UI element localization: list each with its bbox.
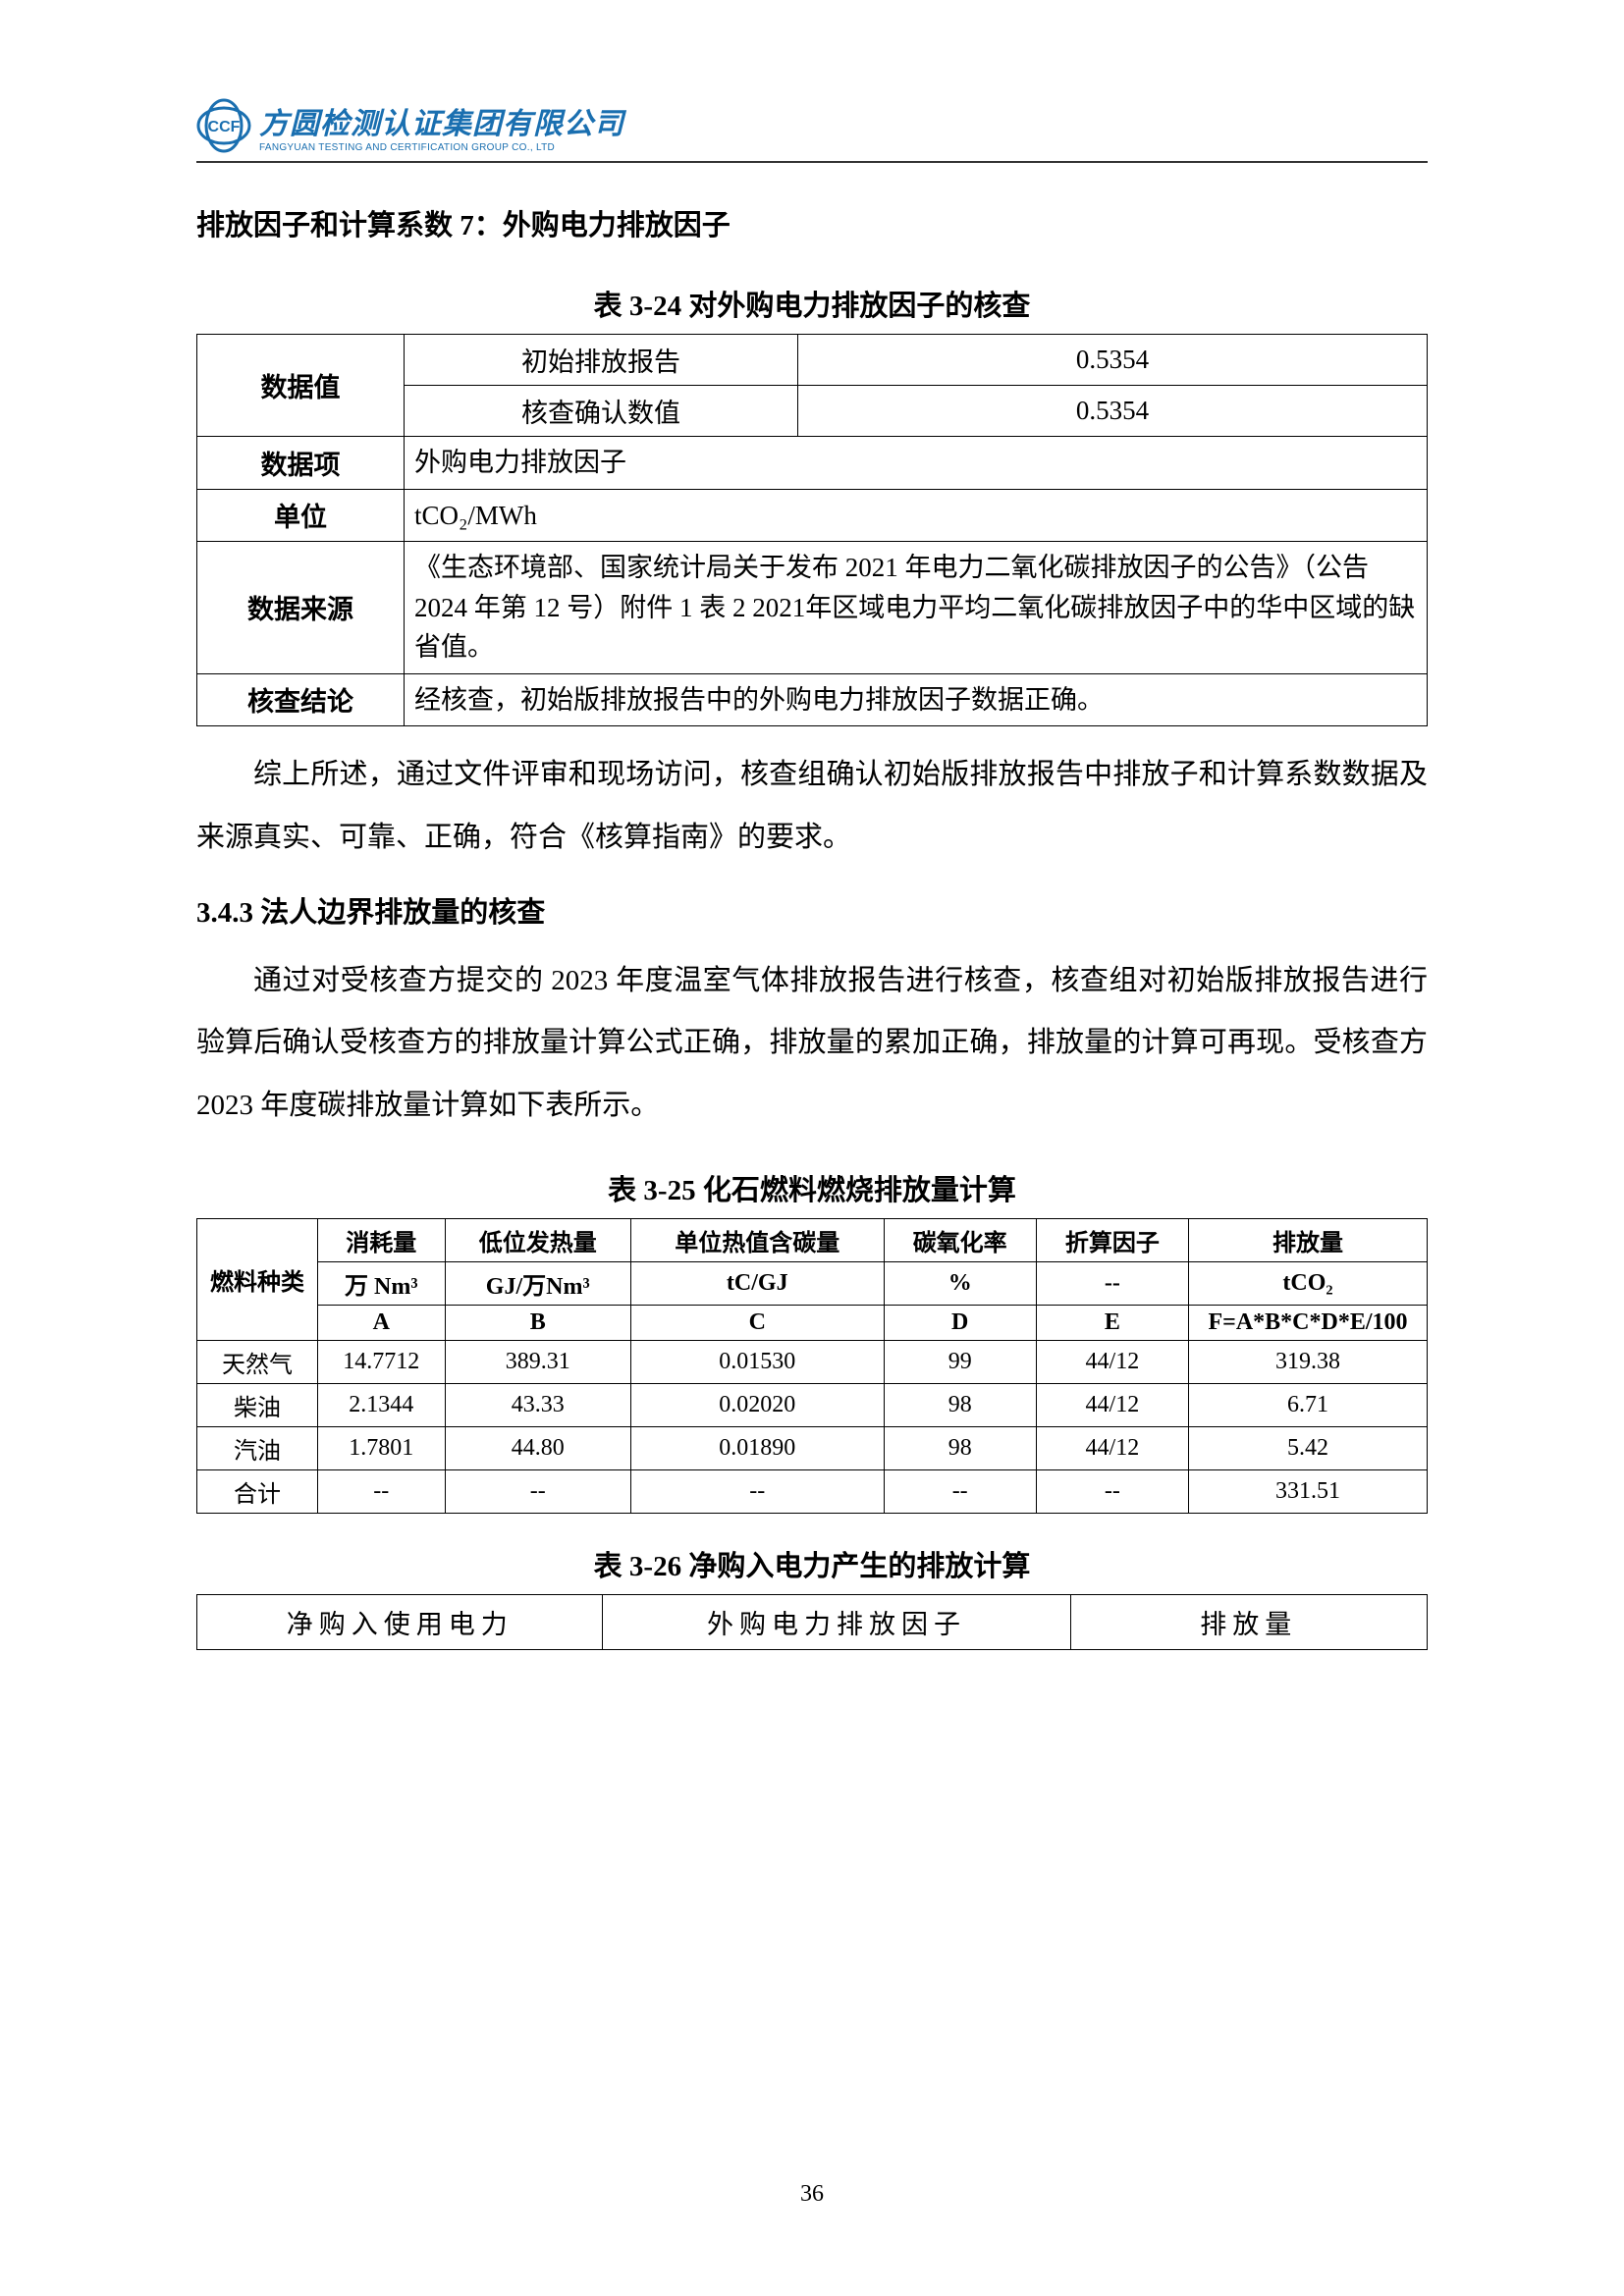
t325-cell: 1.7801 [318, 1426, 446, 1469]
t324-unit-label: 单位 [197, 489, 405, 542]
t325-u-emit: tCO₂ [1189, 1261, 1428, 1305]
table-3-25-caption: 表 3-25 化石燃料燃烧排放量计算 [196, 1167, 1428, 1208]
t325-cell: 合计 [197, 1469, 318, 1513]
t325-sym-e: E [1036, 1305, 1188, 1340]
t325-u-ox: % [884, 1261, 1036, 1305]
table-3-26-caption: 表 3-26 净购入电力产生的排放计算 [196, 1543, 1428, 1584]
t325-hdr-cons: 消耗量 [318, 1218, 446, 1261]
t324-initial-report-label: 初始排放报告 [405, 335, 798, 386]
t324-data-value-label: 数据值 [197, 335, 405, 437]
t325-cell: -- [630, 1469, 884, 1513]
t325-cell: 5.42 [1189, 1426, 1428, 1469]
t326-c1: 净购入使用电力 [197, 1594, 603, 1649]
t325-cell: 43.33 [445, 1383, 630, 1426]
t325-cell: 6.71 [1189, 1383, 1428, 1426]
t324-conclusion-label: 核查结论 [197, 673, 405, 726]
t325-cell: 389.31 [445, 1340, 630, 1383]
t325-cell: 319.38 [1189, 1340, 1428, 1383]
table-3-24: 数据值 初始排放报告 0.5354 核查确认数值 0.5354 数据项 外购电力… [196, 334, 1428, 726]
logo-en-text: FANGYUAN TESTING AND CERTIFICATION GROUP… [259, 142, 624, 153]
t325-hdr-ncv: 低位发热量 [445, 1218, 630, 1261]
company-logo: CCF 方圆检测认证集团有限公司 FANGYUAN TESTING AND CE… [196, 98, 1428, 153]
t325-cell: 2.1344 [318, 1383, 446, 1426]
t325-cell: 44/12 [1036, 1426, 1188, 1469]
t325-cell: 44.80 [445, 1426, 630, 1469]
header-divider [196, 161, 1428, 163]
t325-cell: 98 [884, 1383, 1036, 1426]
t325-hdr-ox: 碳氧化率 [884, 1218, 1036, 1261]
t325-cell: 柴油 [197, 1383, 318, 1426]
t325-sym-a: A [318, 1305, 446, 1340]
t326-c2: 外购电力排放因子 [603, 1594, 1070, 1649]
t325-cell: 44/12 [1036, 1340, 1188, 1383]
t325-cell: 0.01530 [630, 1340, 884, 1383]
subheading-3-4-3: 3.4.3 法人边界排放量的核查 [196, 889, 1428, 931]
paragraph-summary: 综上所述，通过文件评审和现场访问，核查组确认初始版排放报告中排放子和计算系数数据… [196, 744, 1428, 870]
t324-initial-report-value: 0.5354 [798, 335, 1428, 386]
t325-cell: 98 [884, 1426, 1036, 1469]
t325-cell: 331.51 [1189, 1469, 1428, 1513]
t325-cell: 14.7712 [318, 1340, 446, 1383]
t326-c3: 排放量 [1070, 1594, 1427, 1649]
t325-hdr-fuel: 燃料种类 [197, 1218, 318, 1340]
t325-hdr-conv: 折算因子 [1036, 1218, 1188, 1261]
t324-item-body: 外购电力排放因子 [405, 437, 1428, 490]
t325-cell: 0.02020 [630, 1383, 884, 1426]
t325-sym-f: F=A*B*C*D*E/100 [1189, 1305, 1428, 1340]
t325-u-carbon: tC/GJ [630, 1261, 884, 1305]
table-3-26: 净购入使用电力 外购电力排放因子 排放量 [196, 1594, 1428, 1650]
t325-u-cons: 万 Nm³ [318, 1261, 446, 1305]
logo-icon: CCF [196, 98, 251, 153]
t325-u-conv: -- [1036, 1261, 1188, 1305]
t324-item-label: 数据项 [197, 437, 405, 490]
t325-cell: -- [884, 1469, 1036, 1513]
svg-text:CCF: CCF [208, 119, 241, 135]
t325-cell: -- [318, 1469, 446, 1513]
table-3-24-caption: 表 3-24 对外购电力排放因子的核查 [196, 283, 1428, 324]
t325-cell: 44/12 [1036, 1383, 1188, 1426]
t325-cell: 0.01890 [630, 1426, 884, 1469]
t325-hdr-carbon: 单位热值含碳量 [630, 1218, 884, 1261]
t324-verified-value: 0.5354 [798, 386, 1428, 437]
t325-cell: -- [445, 1469, 630, 1513]
table-3-25: 燃料种类 消耗量 低位发热量 单位热值含碳量 碳氧化率 折算因子 排放量 万 N… [196, 1218, 1428, 1514]
t324-unit-body: tCO₂/MWh [405, 489, 1428, 542]
t325-cell: 汽油 [197, 1426, 318, 1469]
t325-sym-d: D [884, 1305, 1036, 1340]
t325-hdr-emit: 排放量 [1189, 1218, 1428, 1261]
section-heading-7: 排放因子和计算系数 7：外购电力排放因子 [196, 202, 1428, 243]
t325-cell: -- [1036, 1469, 1188, 1513]
t325-u-ncv: GJ/万Nm³ [445, 1261, 630, 1305]
t325-sym-c: C [630, 1305, 884, 1340]
t325-cell: 99 [884, 1340, 1036, 1383]
t325-cell: 天然气 [197, 1340, 318, 1383]
logo-cn-text: 方圆检测认证集团有限公司 [259, 99, 624, 142]
paragraph-343: 通过对受核查方提交的 2023 年度温室气体排放报告进行核查，核查组对初始版排放… [196, 950, 1428, 1138]
t325-sym-b: B [445, 1305, 630, 1340]
t324-conclusion-body: 经核查，初始版排放报告中的外购电力排放因子数据正确。 [405, 673, 1428, 726]
t324-verified-label: 核查确认数值 [405, 386, 798, 437]
page-number: 36 [0, 2181, 1624, 2208]
t324-source-body: 《生态环境部、国家统计局关于发布 2021 年电力二氧化碳排放因子的公告》（公告… [405, 542, 1428, 674]
t324-source-label: 数据来源 [197, 542, 405, 674]
